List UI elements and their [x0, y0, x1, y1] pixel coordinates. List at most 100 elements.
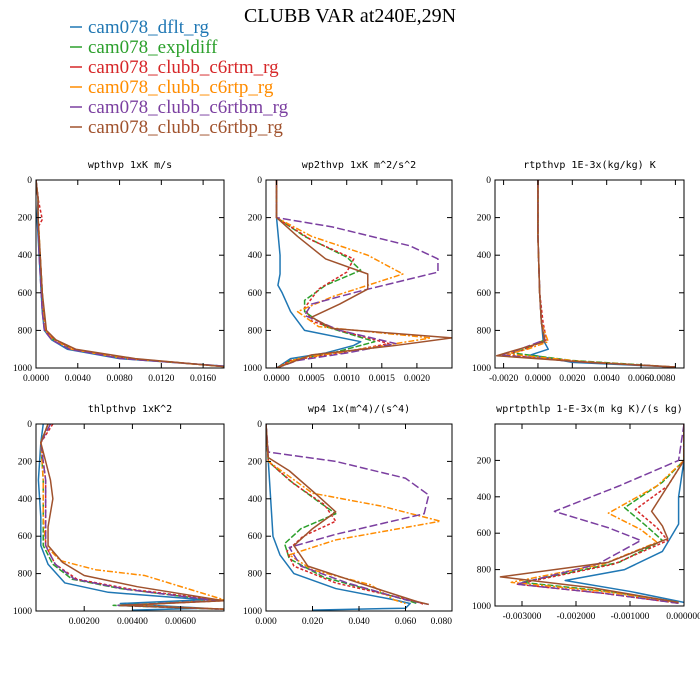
y-tick-label: 400 [18, 495, 33, 505]
x-tick-label: 0.0040 [594, 374, 620, 384]
series-line [495, 180, 676, 368]
y-tick-label: 0 [27, 420, 32, 430]
panel-title: wp2thvp 1xK m^2/s^2 [302, 160, 416, 171]
y-tick-label: 400 [248, 495, 263, 505]
panel-title: wprtpthlp 1-E-3x(m kg K)/(s kg) [496, 404, 683, 415]
x-tick-label: 0.020 [302, 617, 324, 627]
series-line [530, 180, 676, 368]
x-tick-label: 0.0015 [369, 374, 395, 384]
panel: thlpthvp 1xK^2 0 200 400 600 800 1000 0.00200 0.… [13, 404, 225, 627]
series-line [515, 424, 684, 605]
x-tick-label: 0.0120 [148, 374, 174, 384]
x-tick-label: 0.0000 [263, 374, 289, 384]
y-tick-label: 600 [248, 289, 263, 299]
legend-entry: cam078_clubb_c6rtbp_rg [88, 117, 283, 138]
series-line [40, 424, 224, 610]
plot-frame [35, 179, 225, 369]
y-tick-label: 600 [248, 532, 263, 542]
y-tick-label: 400 [18, 251, 33, 261]
y-tick-label: 200 [18, 457, 33, 467]
y-tick-label: 0 [257, 176, 262, 186]
y-tick-label: 1000 [472, 364, 491, 374]
y-tick-label: 800 [477, 566, 492, 576]
legend-entry: cam078_clubb_c6rtm_rg [88, 57, 279, 78]
series-line [275, 180, 390, 368]
y-tick-label: 800 [18, 570, 33, 580]
y-tick-label: 600 [18, 532, 33, 542]
x-tick-label: 0.0000 [23, 374, 49, 384]
series-line [36, 180, 224, 368]
x-tick-label: 0.0020 [559, 374, 585, 384]
panel-title: wpthvp 1xK m/s [88, 160, 172, 171]
series-line [36, 180, 224, 367]
legend-entry: cam078_expldiff [88, 37, 218, 58]
x-tick-label: 0.0160 [190, 374, 216, 384]
legend-entry: cam078_clubb_c6rtp_rg [88, 77, 274, 98]
panel-title: wp4 1x(m^4)/(s^4) [308, 404, 410, 415]
y-tick-label: 0 [257, 420, 262, 430]
series-line [502, 180, 676, 368]
y-tick-label: 200 [477, 214, 492, 224]
y-tick-label: 200 [248, 457, 263, 467]
y-tick-label: 400 [248, 251, 263, 261]
legend: cam078_dflt_rgcam078_expldiffcam078_club… [70, 17, 289, 138]
plot-frame [494, 179, 685, 369]
panel-title: thlpthvp 1xK^2 [88, 404, 172, 415]
series-line [36, 180, 224, 368]
x-tick-label: 0.000000 [666, 612, 700, 622]
series-line [511, 180, 676, 368]
y-tick-label: 200 [477, 456, 492, 466]
plot-frame [494, 423, 685, 607]
series-line [37, 424, 206, 611]
y-tick-label: 600 [477, 529, 492, 539]
x-tick-label: 0.080 [431, 617, 453, 627]
x-tick-label: 0.00400 [117, 617, 148, 627]
x-tick-label: 0.060 [395, 617, 417, 627]
x-tick-label: 0.0005 [299, 374, 325, 384]
y-tick-label: 800 [248, 326, 263, 336]
series-line [564, 424, 684, 604]
x-tick-label: 0.0010 [334, 374, 360, 384]
series-line [510, 424, 684, 604]
y-tick-label: 1000 [13, 364, 32, 374]
panel: wprtpthlp 1-E-3x(m kg K)/(s kg) 200 400 600… [472, 404, 700, 622]
x-tick-label: 0.0080 [106, 374, 132, 384]
series-line [515, 424, 684, 605]
series-line [499, 180, 676, 368]
series-line [275, 180, 376, 368]
x-tick-label: 0.0020 [404, 374, 430, 384]
y-tick-label: 400 [477, 493, 492, 503]
series-line [40, 424, 224, 610]
y-tick-label: 0 [486, 176, 491, 186]
series-line [506, 180, 676, 368]
x-tick-label: 0.0060 [628, 374, 654, 384]
x-tick-label: 0.00600 [165, 617, 196, 627]
x-tick-label: -0.001000 [611, 612, 650, 622]
series-line [40, 424, 218, 610]
series-line [266, 424, 411, 611]
y-tick-label: 1000 [472, 602, 491, 612]
series-line [266, 424, 430, 606]
y-tick-label: 800 [18, 326, 33, 336]
series-line [40, 424, 224, 610]
series-line [266, 424, 442, 605]
y-tick-label: 0 [27, 176, 32, 186]
series-line [275, 180, 439, 368]
series-line [266, 424, 429, 606]
y-tick-label: 1000 [13, 607, 32, 617]
y-tick-label: 1000 [243, 364, 262, 374]
x-tick-label: 0.000 [255, 617, 277, 627]
x-tick-label: -0.003000 [503, 612, 542, 622]
y-tick-label: 200 [248, 214, 263, 224]
figure-title: CLUBB VAR at240E,29N [244, 5, 456, 27]
y-tick-label: 400 [477, 251, 492, 261]
series-line [36, 180, 224, 367]
plot-frame [265, 179, 453, 369]
x-tick-label: 0.0040 [65, 374, 91, 384]
plot-frame [35, 423, 225, 612]
legend-entry: cam078_dflt_rg [88, 17, 210, 38]
x-tick-label: 0.00200 [69, 617, 100, 627]
